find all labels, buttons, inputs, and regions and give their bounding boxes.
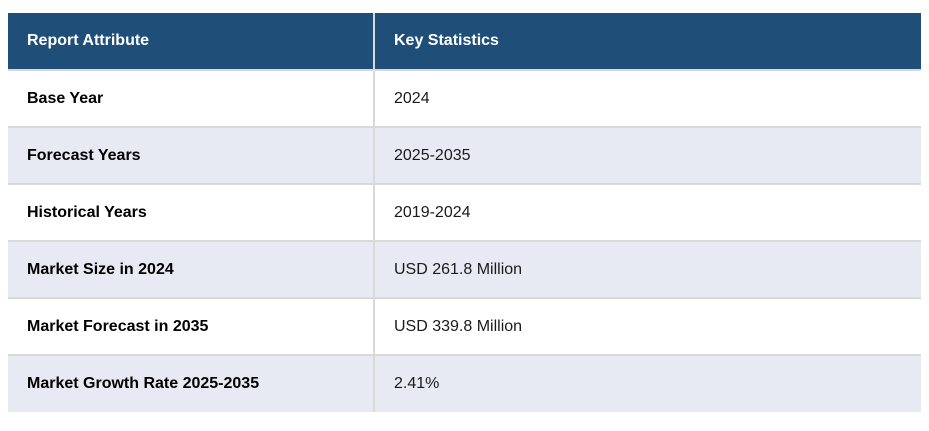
table-row: Market Growth Rate 2025-2035 2.41% (8, 354, 921, 412)
value-historical-years: 2019-2024 (373, 183, 921, 242)
attribute-market-forecast-2035: Market Forecast in 2035 (8, 297, 375, 356)
table-row: Forecast Years 2025-2035 (8, 126, 921, 185)
attribute-historical-years: Historical Years (8, 183, 375, 242)
table-header-row: Report Attribute Key Statistics (8, 13, 921, 71)
value-market-forecast-2035: USD 339.8 Million (373, 297, 921, 356)
column-header-key-statistics: Key Statistics (373, 13, 921, 71)
value-base-year: 2024 (373, 69, 921, 128)
table-row: Market Size in 2024 USD 261.8 Million (8, 240, 921, 299)
attribute-market-growth-rate: Market Growth Rate 2025-2035 (8, 354, 375, 412)
table-row: Market Forecast in 2035 USD 339.8 Millio… (8, 297, 921, 356)
value-market-size-2024: USD 261.8 Million (373, 240, 921, 299)
table-row: Historical Years 2019-2024 (8, 183, 921, 242)
column-header-report-attribute: Report Attribute (8, 13, 375, 71)
table-row: Base Year 2024 (8, 69, 921, 128)
report-attributes-table: Report Attribute Key Statistics Base Yea… (8, 13, 921, 412)
attribute-market-size-2024: Market Size in 2024 (8, 240, 375, 299)
attribute-forecast-years: Forecast Years (8, 126, 375, 185)
value-market-growth-rate: 2.41% (373, 354, 921, 412)
attribute-base-year: Base Year (8, 69, 375, 128)
value-forecast-years: 2025-2035 (373, 126, 921, 185)
